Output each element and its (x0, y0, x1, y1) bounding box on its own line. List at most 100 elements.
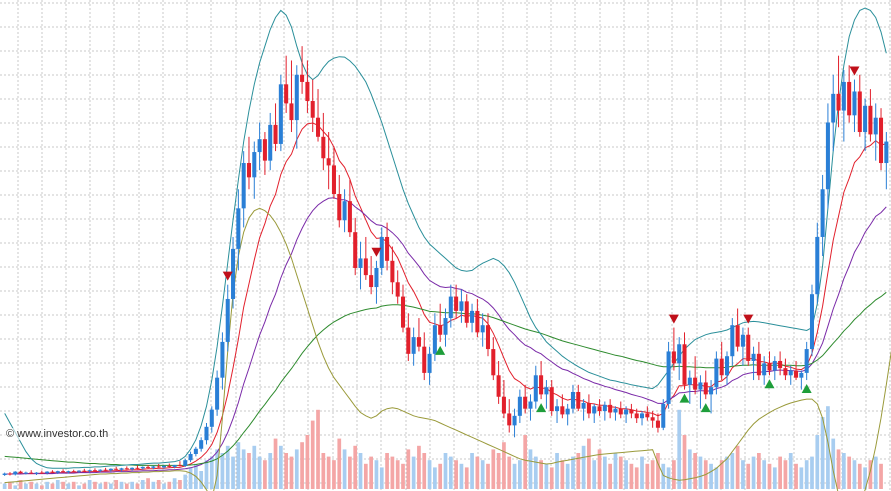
volume-bar (438, 463, 443, 489)
volume-bar (300, 442, 304, 489)
candle-body (693, 377, 698, 390)
candle-body (411, 337, 416, 354)
volume-bar (77, 485, 81, 489)
sell-signal-marker (849, 66, 860, 76)
candle-body (703, 382, 708, 395)
candle-body (278, 84, 283, 144)
candle-body (353, 232, 358, 268)
candle-body (820, 189, 825, 237)
candle-body (342, 201, 347, 221)
volume-bar (167, 481, 172, 489)
volume-bar (735, 445, 740, 489)
candle-body (714, 358, 719, 388)
volume-bar (401, 463, 405, 489)
volume-bar (454, 460, 458, 489)
volume-bar (321, 453, 326, 489)
candle-body (273, 124, 278, 144)
volume-bar (518, 460, 522, 489)
buy-signal-marker (536, 403, 547, 413)
candle-body (23, 472, 28, 474)
buy-signal-marker (700, 403, 711, 413)
candle-body (316, 117, 321, 137)
candle-body (555, 406, 560, 412)
volume-bar (826, 406, 830, 489)
volume-bar (448, 456, 453, 489)
volume-bar (353, 445, 358, 489)
candle-body (358, 258, 363, 268)
candle-body (475, 310, 480, 333)
candle-body (576, 391, 581, 409)
candle-body (294, 74, 299, 121)
volume-bar (82, 483, 87, 489)
indicator-lines (4, 7, 891, 491)
candle-body (7, 473, 12, 475)
candle-body (852, 91, 857, 116)
candle-body (103, 469, 108, 471)
candle-body (416, 337, 421, 347)
volume-bar (783, 460, 788, 489)
candle-body (608, 404, 613, 413)
candle-body (879, 117, 884, 164)
candle-body (762, 363, 767, 376)
volume-bar (741, 460, 745, 489)
candle-body (624, 409, 629, 415)
candle-body (847, 81, 852, 116)
volume-bar (873, 456, 878, 489)
volume-bar (109, 483, 113, 489)
volume-bar (656, 453, 660, 489)
candle-body (709, 387, 714, 395)
candle-body (634, 413, 639, 419)
candle-body (857, 91, 862, 133)
candle-body (321, 136, 326, 159)
candle-body (347, 201, 352, 233)
candle-body (55, 471, 60, 473)
candle-body (76, 470, 82, 472)
volume-bar (555, 453, 559, 489)
candle-body (305, 81, 310, 102)
candle-body (310, 101, 315, 118)
indicator-line-ema25 (4, 197, 887, 475)
volume-bar (751, 456, 756, 489)
volume-bar (231, 456, 235, 489)
volume-bar (130, 481, 134, 489)
candle-body (815, 236, 820, 295)
candle-body (135, 467, 140, 469)
buy-signal-marker (679, 393, 690, 403)
volume-bar (45, 481, 50, 489)
volume-bar (103, 481, 108, 489)
volume-bar (66, 483, 71, 489)
candle-body (448, 296, 453, 319)
volume-bar (810, 456, 814, 489)
volume-bar (18, 480, 23, 489)
volume-bar (480, 460, 485, 489)
candle-body (167, 465, 172, 467)
volume-bar (55, 480, 60, 489)
volume-bar (836, 449, 841, 489)
volume-bar (443, 453, 448, 489)
volume-bar (385, 453, 389, 489)
candle-body (204, 426, 209, 441)
volume-bar (273, 438, 278, 489)
candle-body (98, 469, 103, 471)
volume-bar (263, 460, 267, 489)
candle-body (661, 403, 666, 428)
watermark: © www.investor.co.th (4, 428, 111, 440)
candle-body (549, 387, 554, 412)
volume-bar (188, 467, 193, 489)
volume-bar (502, 442, 506, 489)
candle-body (284, 84, 289, 104)
volume-bar (87, 480, 92, 489)
volume-bar (470, 453, 474, 489)
volume-bar (61, 481, 65, 489)
volume-bar (571, 456, 575, 489)
volume-bar (406, 449, 411, 489)
candle-body (783, 368, 788, 376)
candle-body (533, 375, 538, 402)
candle-body (512, 415, 517, 426)
volume-bar (316, 409, 320, 489)
candle-body (868, 105, 873, 135)
volume-bar (539, 460, 543, 489)
candle-body (804, 349, 809, 373)
volume-bar (650, 460, 655, 489)
